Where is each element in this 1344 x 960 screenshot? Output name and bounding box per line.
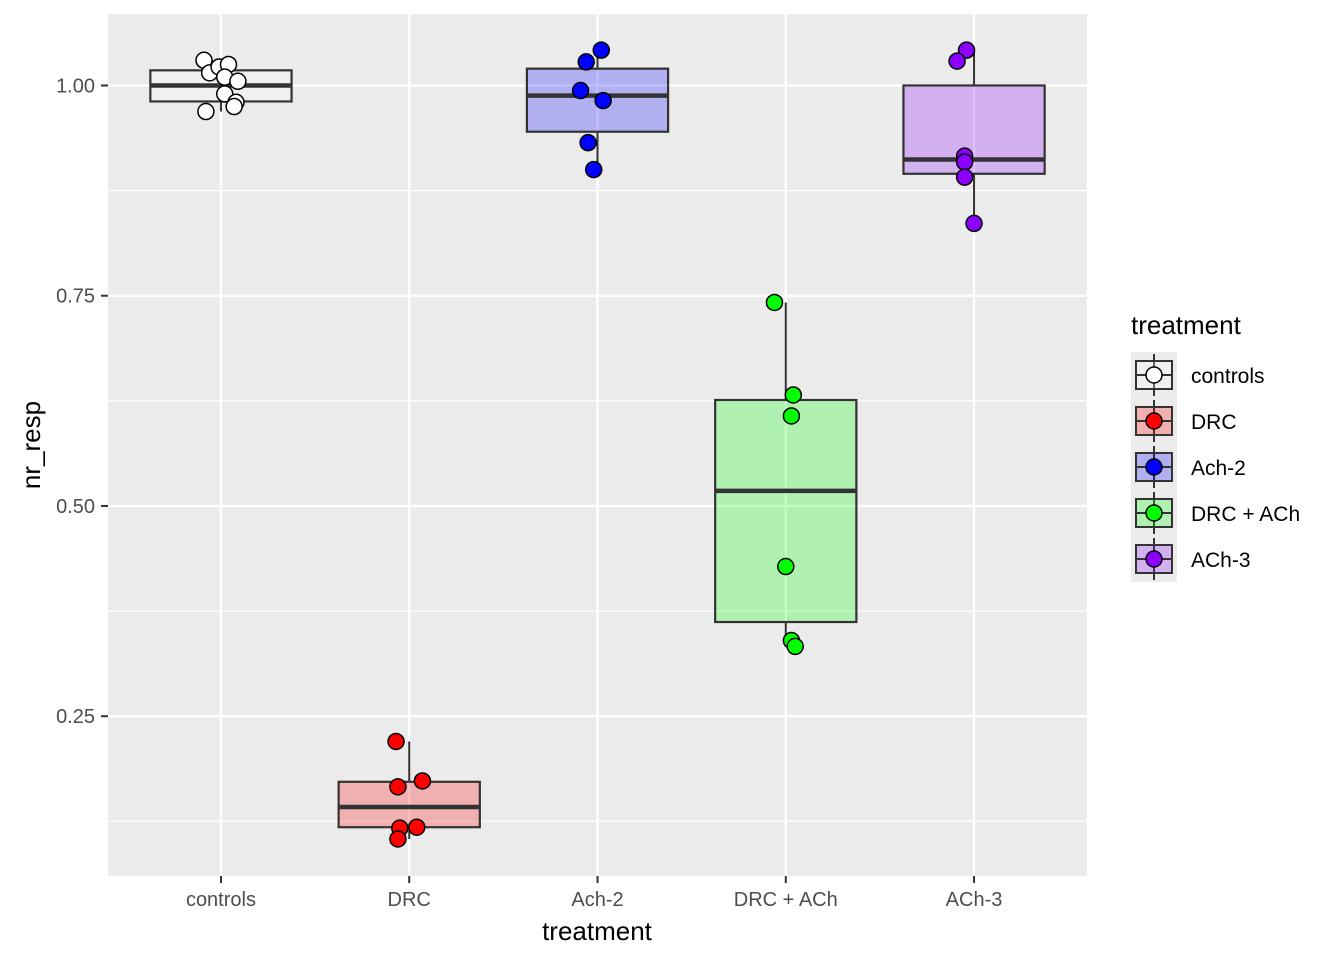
data-point bbox=[948, 52, 966, 70]
data-point bbox=[577, 53, 595, 71]
data-point bbox=[765, 293, 784, 312]
data-point bbox=[594, 91, 612, 110]
y-axis: 0.25 0.50 0.75 1.00 bbox=[56, 75, 108, 728]
legend-key-point bbox=[1145, 504, 1163, 522]
legend-label: Ach-2 bbox=[1191, 457, 1246, 480]
data-point bbox=[197, 102, 215, 121]
y-tick-label: 1.00 bbox=[56, 75, 95, 97]
x-tick-label: DRC bbox=[388, 889, 431, 911]
x-tick-label: Ach-2 bbox=[571, 889, 623, 911]
data-point bbox=[784, 386, 803, 404]
data-point bbox=[782, 407, 801, 425]
data-point bbox=[389, 778, 407, 796]
legend-label: DRC + ACh bbox=[1191, 503, 1300, 526]
legend-item: Ach-2 bbox=[1131, 444, 1246, 490]
legend-key-point bbox=[1145, 366, 1163, 384]
legend-key-point bbox=[1145, 550, 1163, 568]
data-point bbox=[955, 153, 974, 171]
x-axis: controls DRC Ach-2 DRC + ACh ACh-3 bbox=[186, 876, 1002, 911]
data-point bbox=[225, 97, 243, 116]
boxplot bbox=[525, 50, 670, 170]
data-point bbox=[786, 637, 804, 656]
legend-title: treatment bbox=[1131, 310, 1242, 340]
y-axis-label: nr_resp bbox=[16, 401, 46, 489]
legend-key-point bbox=[1145, 458, 1163, 476]
legend-label: DRC bbox=[1191, 411, 1237, 434]
boxplot bbox=[337, 741, 481, 839]
legend-item: controls bbox=[1131, 352, 1265, 398]
boxplot bbox=[714, 302, 858, 647]
x-axis-label: treatment bbox=[542, 916, 653, 946]
box bbox=[337, 780, 481, 829]
legend-item: DRC bbox=[1131, 398, 1237, 444]
y-tick-label: 0.75 bbox=[56, 286, 95, 308]
legend: treatment controls DRC Ach-2 DRC + ACh ACh-3 bbox=[1131, 310, 1300, 582]
legend-key-point bbox=[1145, 412, 1163, 430]
data-point bbox=[229, 72, 247, 91]
box bbox=[525, 67, 670, 133]
legend-label: ACh-3 bbox=[1191, 549, 1251, 572]
boxplots bbox=[149, 50, 1046, 839]
data-point bbox=[584, 160, 603, 179]
data-point bbox=[777, 557, 795, 576]
data-point bbox=[957, 41, 976, 59]
legend-item: ACh-3 bbox=[1131, 536, 1251, 582]
legend-label: controls bbox=[1191, 365, 1265, 388]
legend-item: DRC + ACh bbox=[1131, 490, 1300, 536]
data-point bbox=[571, 81, 590, 100]
data-points bbox=[195, 41, 983, 848]
data-point bbox=[955, 168, 974, 186]
x-tick-label: DRC + ACh bbox=[734, 889, 838, 911]
data-point bbox=[387, 732, 405, 751]
data-point bbox=[413, 772, 432, 790]
data-point bbox=[965, 214, 983, 233]
data-point bbox=[408, 818, 426, 836]
y-tick-label: 0.50 bbox=[56, 496, 95, 518]
boxplot bbox=[902, 50, 1046, 224]
box bbox=[714, 398, 858, 624]
data-point bbox=[579, 133, 597, 152]
data-point bbox=[592, 41, 611, 59]
y-tick-label: 0.25 bbox=[56, 706, 95, 728]
data-point bbox=[389, 830, 407, 848]
x-tick-label: controls bbox=[186, 889, 256, 911]
x-tick-label: ACh-3 bbox=[946, 889, 1003, 911]
